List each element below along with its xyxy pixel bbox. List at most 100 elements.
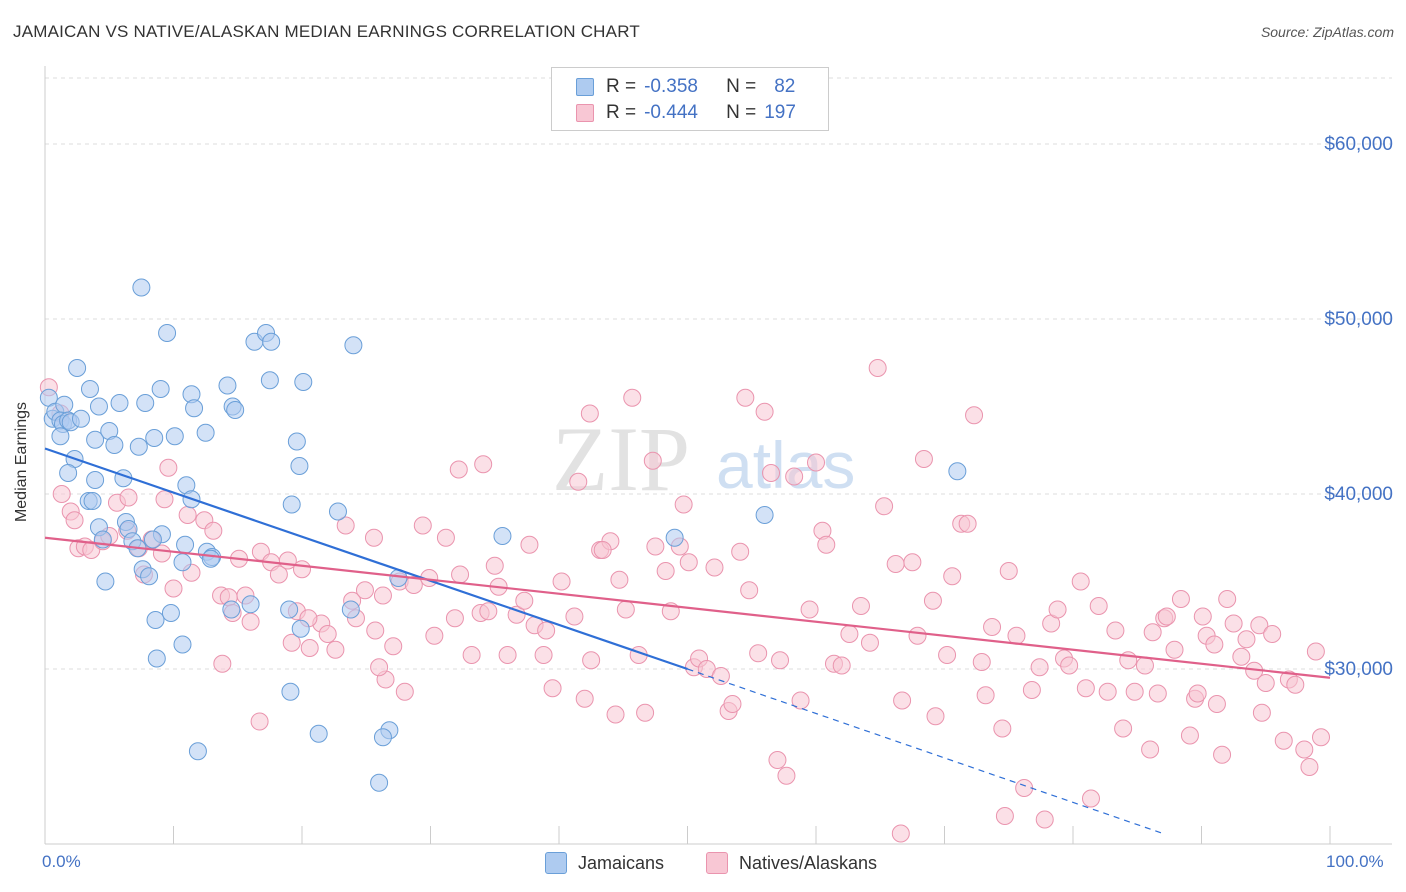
native-point <box>1295 740 1314 759</box>
jamaican-point <box>341 600 360 619</box>
y-tick-label: $40,000 <box>1324 484 1393 505</box>
native-point <box>762 464 781 482</box>
legend-swatch-pink <box>706 852 728 874</box>
jamaican-point <box>136 394 155 412</box>
native-point <box>355 581 374 600</box>
jamaican-point <box>158 324 177 342</box>
jamaican-point <box>151 380 170 398</box>
native-point <box>537 621 556 640</box>
stats-row-jamaicans: R = -0.358 N = 82 <box>576 76 795 98</box>
native-point <box>515 591 534 610</box>
jamaican-point <box>241 595 260 614</box>
jamaican-point <box>143 530 162 549</box>
native-point <box>993 719 1012 738</box>
native-point <box>250 712 269 731</box>
native-point <box>269 565 288 584</box>
n-label: N = <box>726 76 757 97</box>
jamaican-point <box>55 395 74 414</box>
jamaican-point <box>344 336 363 355</box>
jamaican-point <box>290 457 309 475</box>
native-point <box>1300 758 1319 776</box>
blue-swatch <box>576 78 594 96</box>
native-point <box>1218 590 1237 608</box>
jamaican-point <box>147 649 166 668</box>
native-point <box>1232 647 1251 666</box>
native-point <box>1165 640 1184 659</box>
native-point <box>241 612 260 631</box>
jamaican-point <box>51 427 70 446</box>
jamaican-point <box>948 462 967 481</box>
jamaicans-trend-line <box>44 447 688 671</box>
jamaican-point <box>262 332 281 351</box>
native-point <box>914 450 933 468</box>
y-tick-label: $30,000 <box>1324 659 1393 680</box>
natives-trend-line <box>44 536 1331 679</box>
native-point <box>1188 684 1207 703</box>
native-point <box>404 576 423 594</box>
native-point <box>711 667 730 685</box>
native-point <box>1312 728 1331 747</box>
native-point <box>413 516 432 535</box>
native-point <box>1007 626 1026 645</box>
legend-item-jamaicans[interactable]: Jamaicans <box>545 852 664 874</box>
native-point <box>1193 607 1212 626</box>
native-point <box>656 562 675 580</box>
native-point <box>462 646 481 664</box>
native-point <box>213 654 232 673</box>
native-point <box>520 535 539 554</box>
native-point <box>1252 703 1271 722</box>
native-point <box>534 646 553 664</box>
watermark: ZIP atlas <box>552 408 855 510</box>
legend-item-natives[interactable]: Natives/Alaskans <box>706 852 877 874</box>
native-point <box>606 705 625 724</box>
native-point <box>643 451 662 470</box>
native-point <box>507 605 526 624</box>
native-point <box>749 644 768 663</box>
jamaican-point <box>105 436 124 454</box>
native-point <box>300 639 319 657</box>
native-point <box>1114 719 1133 738</box>
native-point <box>976 686 995 705</box>
jamaican-point <box>665 528 684 547</box>
jamaican-point <box>68 359 87 377</box>
native-point <box>923 591 942 610</box>
native-point <box>832 656 851 675</box>
native-point <box>616 600 635 619</box>
native-point <box>436 528 455 547</box>
r-value: -0.444 <box>644 102 698 123</box>
jamaican-point <box>373 728 392 747</box>
native-point <box>1250 616 1269 635</box>
jamaican-point <box>165 427 184 446</box>
native-point <box>159 458 178 477</box>
native-point <box>1106 621 1125 640</box>
jamaican-point <box>201 549 220 568</box>
native-point <box>636 703 655 722</box>
jamaican-point <box>260 371 279 390</box>
native-point <box>893 691 912 710</box>
jamaican-point <box>370 773 389 792</box>
legend-label: Natives/Alaskans <box>739 852 878 873</box>
jamaican-point <box>493 527 512 545</box>
grid-layer <box>45 77 1392 670</box>
native-point <box>1060 656 1079 675</box>
native-point <box>610 570 629 589</box>
native-point <box>791 691 810 710</box>
native-point <box>723 695 742 713</box>
jamaican-point <box>309 724 328 743</box>
native-point <box>800 600 819 619</box>
native-point <box>1224 614 1243 633</box>
native-point <box>755 402 774 421</box>
jamaican-point <box>218 376 237 395</box>
jamaican-point <box>188 742 207 761</box>
jamaican-point <box>96 572 115 591</box>
pink-swatch <box>576 104 594 122</box>
native-point <box>777 766 796 785</box>
native-point <box>965 406 984 425</box>
legend-swatch-blue <box>545 852 567 874</box>
native-point <box>731 542 750 561</box>
jamaican-point <box>291 619 310 638</box>
jamaican-point <box>59 464 78 482</box>
native-point <box>943 567 962 586</box>
native-point <box>926 707 945 726</box>
